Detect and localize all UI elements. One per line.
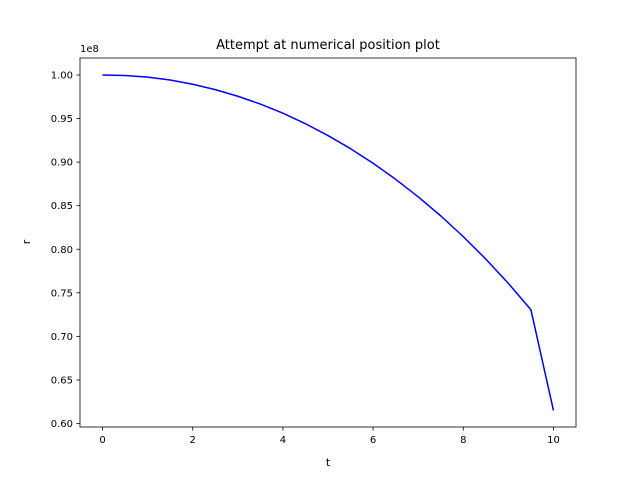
y-tick-label-8: 1.00 bbox=[51, 70, 73, 81]
y-tick-label-2: 0.70 bbox=[51, 332, 73, 343]
x-tick-label-5: 10 bbox=[547, 435, 560, 446]
x-tick-label-0: 0 bbox=[99, 435, 105, 446]
y-axis-label: r bbox=[20, 239, 33, 244]
axes-frame bbox=[79, 57, 577, 428]
y-tick-label-4: 0.80 bbox=[51, 245, 73, 256]
plot-area: 0 2 4 6 8 10 0.60 0.65 0.70 0.75 0.80 0.85 0.90 0.95 1… bbox=[51, 57, 577, 446]
x-tick-label-2: 4 bbox=[280, 435, 286, 446]
x-tick-label-3: 6 bbox=[370, 435, 376, 446]
y-tick-label-6: 0.90 bbox=[51, 158, 73, 169]
y-tick-label-3: 0.75 bbox=[51, 288, 73, 299]
y-tick-label-1: 0.65 bbox=[51, 375, 73, 386]
series-line-0 bbox=[102, 74, 555, 411]
y-offset-text: 1e8 bbox=[80, 44, 99, 55]
x-tick-label-1: 2 bbox=[190, 435, 196, 446]
y-tick-label-7: 0.95 bbox=[51, 114, 73, 125]
y-tick-label-5: 0.85 bbox=[51, 201, 73, 212]
x-tick-label-4: 8 bbox=[460, 435, 466, 446]
y-tick-label-0: 0.60 bbox=[51, 419, 73, 430]
chart-title: Attempt at numerical position plot bbox=[216, 38, 440, 53]
x-axis-label: t bbox=[326, 456, 331, 469]
